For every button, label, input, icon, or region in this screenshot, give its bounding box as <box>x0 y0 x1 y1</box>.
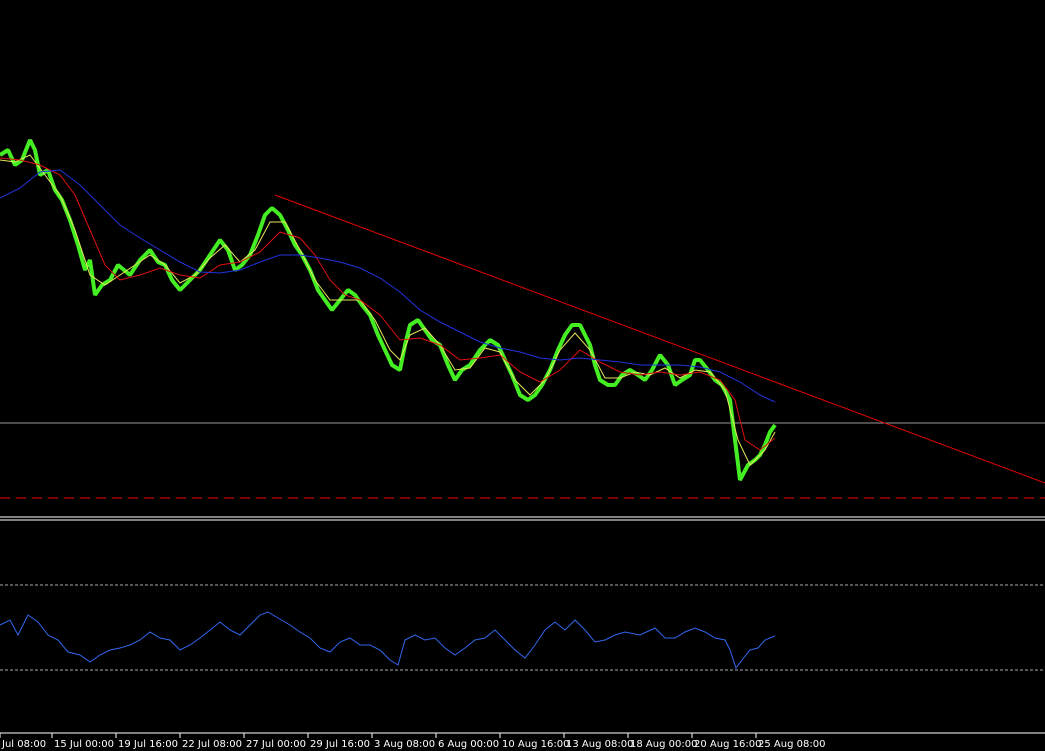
price-bars <box>0 139 777 481</box>
slow-ma <box>0 169 776 403</box>
fast-ma <box>0 154 776 466</box>
main-pane <box>0 139 1045 521</box>
time-label: 13 Aug 08:00 <box>566 739 633 750</box>
oscillator-line <box>0 611 776 670</box>
time-label: 29 Jul 16:00 <box>310 739 370 750</box>
time-label: 6 Aug 00:00 <box>438 739 499 750</box>
time-axis: Jul 08:00 15 Jul 00:00 19 Jul 16:00 22 Jul … <box>0 733 825 750</box>
indicator-pane <box>0 584 1045 671</box>
time-label: 18 Aug 00:00 <box>630 739 697 750</box>
time-label: 22 Jul 08:00 <box>182 739 242 750</box>
time-label: 15 Jul 00:00 <box>54 739 114 750</box>
time-label: Jul 08:00 <box>1 739 46 750</box>
time-label: 10 Aug 16:00 <box>502 739 569 750</box>
time-label: 19 Jul 16:00 <box>118 739 178 750</box>
time-label: 25 Aug 08:00 <box>758 739 825 750</box>
time-label: 27 Jul 00:00 <box>246 739 306 750</box>
time-label: 20 Aug 16:00 <box>694 739 761 750</box>
medium-ma <box>0 157 776 451</box>
time-label: 3 Aug 08:00 <box>374 739 435 750</box>
trend-line <box>274 194 1045 484</box>
